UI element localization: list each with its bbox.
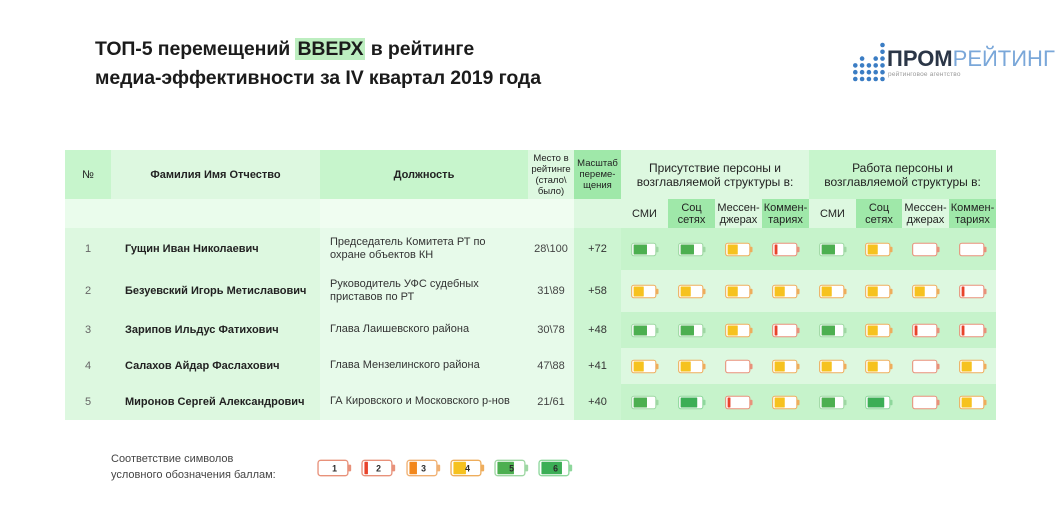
- svg-text:5: 5: [509, 464, 514, 474]
- svg-text:2: 2: [376, 464, 381, 474]
- svg-text:6: 6: [553, 464, 558, 474]
- svg-text:4: 4: [465, 464, 470, 474]
- svg-text:1: 1: [332, 464, 337, 474]
- svg-text:3: 3: [421, 464, 426, 474]
